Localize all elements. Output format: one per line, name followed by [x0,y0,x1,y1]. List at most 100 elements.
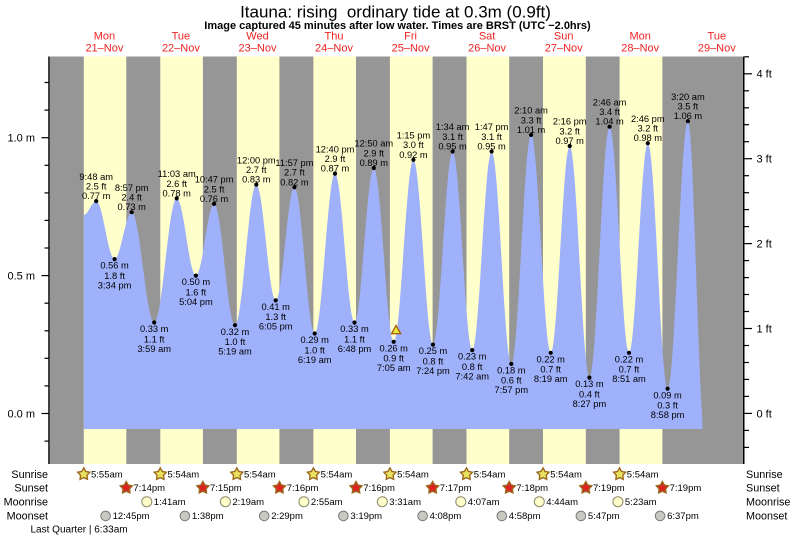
svg-text:0.22 m: 0.22 m [615,354,644,364]
svg-text:1:34 am: 1:34 am [436,122,470,132]
svg-text:3.4 ft: 3.4 ft [599,107,620,117]
svg-text:0.6 ft: 0.6 ft [501,376,522,386]
svg-text:Moonrise: Moonrise [746,496,790,508]
svg-text:Last Quarter | 6:33am: Last Quarter | 6:33am [31,525,128,536]
svg-text:0.41 m: 0.41 m [261,302,290,312]
svg-text:2:10 am: 2:10 am [514,106,548,116]
svg-text:2:46 pm: 2:46 pm [631,114,665,124]
svg-text:27–Nov: 27–Nov [545,43,583,55]
svg-text:1.1 ft: 1.1 ft [344,334,365,344]
svg-text:24–Nov: 24–Nov [315,43,353,55]
svg-text:3.2 ft: 3.2 ft [637,124,658,134]
svg-text:7:42 am: 7:42 am [455,371,489,381]
svg-text:1 ft: 1 ft [757,323,772,335]
svg-text:0.7 ft: 0.7 ft [619,365,640,375]
svg-text:0.77 m: 0.77 m [82,191,111,201]
svg-text:Sunset: Sunset [14,483,48,495]
svg-text:0.56 m: 0.56 m [100,261,129,271]
svg-text:5:47pm: 5:47pm [588,511,620,522]
svg-text:0.5 m: 0.5 m [7,271,35,283]
svg-text:Wed: Wed [246,31,268,43]
svg-text:3:59 am: 3:59 am [137,344,171,354]
svg-text:7:15pm: 7:15pm [210,483,242,494]
svg-text:3.1 ft: 3.1 ft [442,132,463,142]
svg-text:Sunrise: Sunrise [746,469,783,481]
svg-text:5:54am: 5:54am [474,469,506,480]
svg-text:0.9 ft: 0.9 ft [383,354,404,364]
svg-text:5:04 pm: 5:04 pm [179,297,213,307]
svg-text:5:54am: 5:54am [627,469,659,480]
svg-text:Itauna: rising ordinary tide: Itauna: rising ordinary tide at 0.3m (0.… [240,3,551,22]
svg-text:Sunrise: Sunrise [11,469,48,481]
svg-text:2:55am: 2:55am [311,497,343,508]
svg-text:1:41am: 1:41am [154,497,186,508]
svg-text:12:50 am: 12:50 am [354,139,393,149]
svg-text:0.7 ft: 0.7 ft [540,365,561,375]
svg-text:0.83 m: 0.83 m [242,175,271,185]
svg-text:Image captured 45 minutes afte: Image captured 45 minutes after low wate… [204,20,591,32]
svg-text:3.5 ft: 3.5 ft [678,102,699,112]
svg-text:1.0 m: 1.0 m [7,133,35,145]
svg-text:0.8 ft: 0.8 ft [423,356,444,366]
svg-text:3 ft: 3 ft [757,154,772,166]
svg-text:0.33 m: 0.33 m [140,324,169,334]
svg-text:2:16 pm: 2:16 pm [553,117,587,127]
svg-text:2:19am: 2:19am [232,497,264,508]
svg-text:3.2 ft: 3.2 ft [559,126,580,136]
svg-text:0.09 m: 0.09 m [653,390,682,400]
svg-text:0.95 m: 0.95 m [477,142,506,152]
svg-text:2.5 ft: 2.5 ft [204,184,225,194]
svg-text:0.26 m: 0.26 m [379,343,408,353]
svg-text:7:24 pm: 7:24 pm [416,366,450,376]
svg-text:2.9 ft: 2.9 ft [363,148,384,158]
svg-text:0.95 m: 0.95 m [438,142,467,152]
svg-text:1.04 m: 1.04 m [595,117,624,127]
svg-text:12:00 pm: 12:00 pm [237,155,276,165]
svg-text:5:54am: 5:54am [321,469,353,480]
svg-text:Sunset: Sunset [746,483,780,495]
svg-text:1.0 ft: 1.0 ft [225,337,246,347]
svg-text:0.25 m: 0.25 m [419,346,448,356]
svg-text:0.33 m: 0.33 m [340,324,369,334]
svg-text:0.32 m: 0.32 m [221,327,250,337]
svg-text:2.7 ft: 2.7 ft [246,165,267,175]
svg-text:5:54am: 5:54am [168,469,200,480]
svg-text:0.97 m: 0.97 m [555,136,584,146]
svg-text:25–Nov: 25–Nov [392,43,430,55]
svg-text:Moonset: Moonset [7,511,48,523]
svg-text:Moonrise: Moonrise [4,496,48,508]
svg-text:7:05 am: 7:05 am [377,363,411,373]
svg-text:7:16pm: 7:16pm [287,483,319,494]
svg-text:7:18pm: 7:18pm [516,483,548,494]
svg-text:1.06 m: 1.06 m [674,111,703,121]
svg-text:0.3 ft: 0.3 ft [657,401,678,411]
svg-text:Thu: Thu [325,31,344,43]
svg-text:3:20 am: 3:20 am [671,92,705,102]
svg-text:2.6 ft: 2.6 ft [166,179,187,189]
svg-text:22–Nov: 22–Nov [162,43,200,55]
svg-text:0.4 ft: 0.4 ft [579,389,600,399]
svg-text:8:58 pm: 8:58 pm [651,410,685,420]
svg-text:4:58pm: 4:58pm [509,511,541,522]
svg-text:Fri: Fri [404,31,417,43]
svg-text:1.0 ft: 1.0 ft [304,345,325,355]
svg-text:5:55am: 5:55am [91,469,123,480]
svg-text:Tue: Tue [708,31,727,43]
svg-text:Sun: Sun [554,31,574,43]
svg-text:2:29pm: 2:29pm [271,511,303,522]
svg-text:23–Nov: 23–Nov [239,43,277,55]
svg-text:2.4 ft: 2.4 ft [121,193,142,203]
svg-text:1:47 pm: 1:47 pm [475,122,509,132]
svg-text:6:48 pm: 6:48 pm [338,344,372,354]
svg-text:0.87 m: 0.87 m [321,164,350,174]
svg-text:1.3 ft: 1.3 ft [265,312,286,322]
svg-text:1:15 pm: 1:15 pm [397,131,431,141]
svg-text:28–Nov: 28–Nov [621,43,659,55]
svg-text:1.8 ft: 1.8 ft [104,271,125,281]
svg-text:0.73 m: 0.73 m [117,202,146,212]
svg-text:0 ft: 0 ft [757,408,772,420]
svg-text:5:54am: 5:54am [550,469,582,480]
svg-text:26–Nov: 26–Nov [468,43,506,55]
svg-text:5:54am: 5:54am [244,469,276,480]
svg-text:0.29 m: 0.29 m [300,335,329,345]
